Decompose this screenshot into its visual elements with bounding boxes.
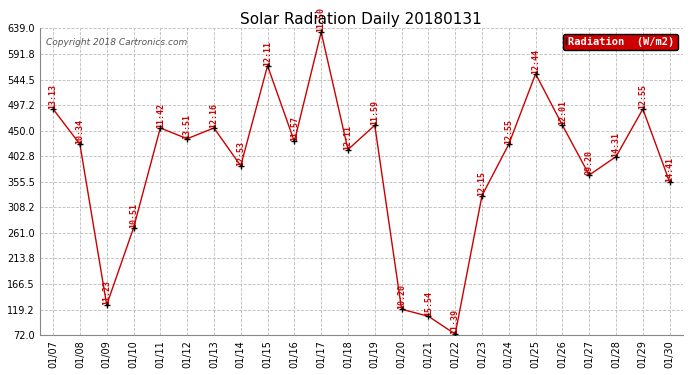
Legend: Radiation  (W/m2): Radiation (W/m2) <box>563 34 678 50</box>
Text: 11:42: 11:42 <box>156 103 165 128</box>
Text: 12:11: 12:11 <box>344 124 353 150</box>
Text: 15:54: 15:54 <box>424 291 433 316</box>
Text: 12:11: 12:11 <box>263 41 272 66</box>
Text: 12:01: 12:01 <box>558 100 567 125</box>
Text: 14:31: 14:31 <box>611 132 620 157</box>
Text: 11:23: 11:23 <box>102 280 111 305</box>
Title: Solar Radiation Daily 20180131: Solar Radiation Daily 20180131 <box>241 12 482 27</box>
Text: 12:15: 12:15 <box>477 171 486 196</box>
Text: 12:55: 12:55 <box>638 84 647 109</box>
Text: 10:34: 10:34 <box>75 119 84 144</box>
Text: 09:20: 09:20 <box>584 150 593 175</box>
Text: 12:55: 12:55 <box>504 119 513 144</box>
Text: Copyright 2018 Cartronics.com: Copyright 2018 Cartronics.com <box>46 38 188 46</box>
Text: 11:59: 11:59 <box>371 100 380 125</box>
Text: 10:20: 10:20 <box>397 284 406 309</box>
Text: 10:51: 10:51 <box>129 203 138 228</box>
Text: 13:13: 13:13 <box>48 84 57 109</box>
Text: 11:39: 11:39 <box>451 309 460 334</box>
Text: 12:16: 12:16 <box>210 103 219 128</box>
Text: 11:50: 11:50 <box>317 7 326 32</box>
Text: 13:51: 13:51 <box>183 114 192 139</box>
Text: 11:57: 11:57 <box>290 117 299 141</box>
Text: 14:41: 14:41 <box>665 157 674 182</box>
Text: 12:53: 12:53 <box>236 141 245 166</box>
Text: 12:44: 12:44 <box>531 49 540 74</box>
